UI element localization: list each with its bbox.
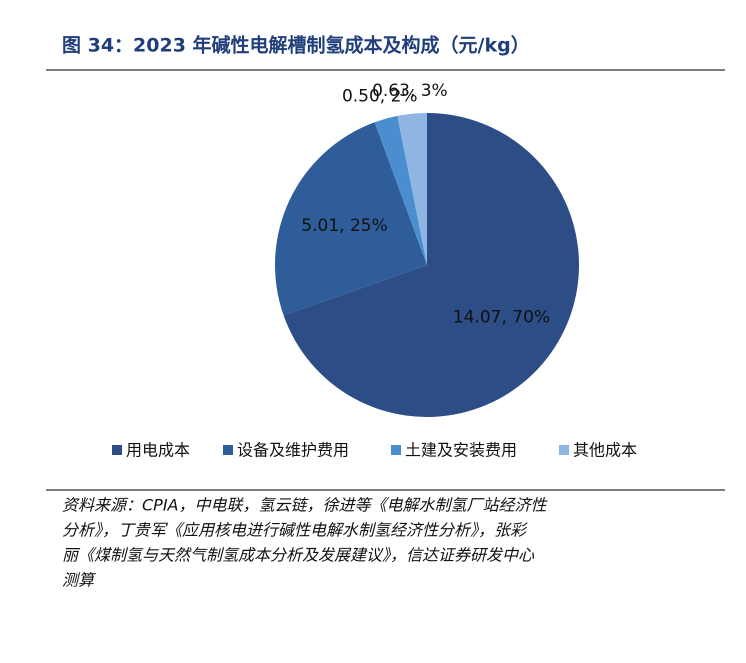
chart-title: 图 34：2023 年碱性电解槽制氢成本及构成（元/kg） [62, 34, 530, 57]
pie-slice [397, 113, 427, 265]
source-note: 资料来源：CPIA，中电联，氢云链，徐进等《电解水制氢厂站经济性分析》，丁贵军《… [62, 496, 548, 590]
pie-slice [374, 115, 427, 265]
data-label: 5.01, 25% [301, 216, 387, 236]
legend-swatch [391, 445, 401, 455]
legend-label: 设备及维护费用 [237, 441, 349, 460]
pie-slice [274, 122, 427, 316]
data-label: 0.63, 3% [372, 81, 448, 101]
data-label: 0.50, 2% [342, 87, 418, 107]
pie-slice [283, 113, 579, 417]
data-label: 14.07, 70% [453, 308, 550, 328]
source-line: 资料来源：CPIA，中电联，氢云链，徐进等《电解水制氢厂站经济性 [62, 496, 548, 515]
legend-label: 用电成本 [126, 441, 190, 460]
source-line: 测算 [62, 571, 97, 590]
source-line: 分析》，丁贵军《应用核电进行碱性电解水制氢经济性分析》，张彩 [62, 521, 528, 540]
legend-swatch [112, 445, 122, 455]
legend-swatch [559, 445, 569, 455]
legend-swatch [223, 445, 233, 455]
legend-label: 土建及安装费用 [405, 441, 517, 460]
legend-label: 其他成本 [573, 441, 637, 460]
source-line: 丽《煤制氢与天然气制氢成本分析及发展建议》，信达证券研发中心 [62, 546, 535, 565]
